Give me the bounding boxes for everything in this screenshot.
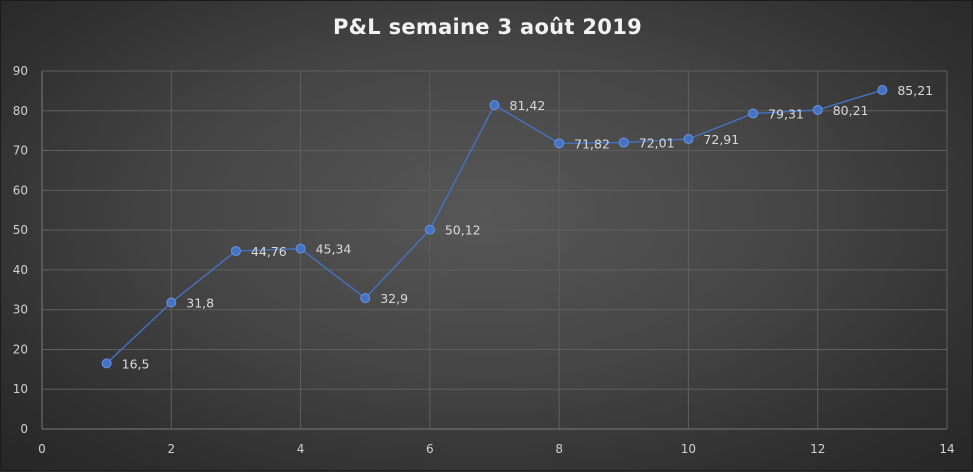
x-tick-label: 10 bbox=[681, 442, 696, 456]
series bbox=[101, 85, 888, 369]
x-tick-label: 6 bbox=[426, 442, 434, 456]
data-point bbox=[489, 100, 500, 111]
data-point bbox=[748, 108, 759, 119]
data-label: 72,91 bbox=[703, 132, 739, 147]
data-label: 45,34 bbox=[316, 242, 352, 257]
data-point bbox=[360, 293, 371, 304]
data-label: 44,76 bbox=[251, 244, 287, 259]
data-point bbox=[101, 358, 112, 369]
x-tick-label: 14 bbox=[939, 442, 954, 456]
data-label: 79,31 bbox=[768, 107, 804, 122]
x-tick-label: 2 bbox=[167, 442, 175, 456]
x-tick-label: 0 bbox=[38, 442, 46, 456]
y-tick-label: 30 bbox=[13, 303, 28, 317]
y-tick-label: 60 bbox=[13, 183, 28, 197]
x-tick-label: 8 bbox=[555, 442, 563, 456]
series-line bbox=[106, 89, 883, 364]
y-tick-label: 70 bbox=[13, 144, 28, 158]
data-point bbox=[166, 297, 177, 308]
data-point bbox=[683, 133, 694, 144]
y-tick-label: 90 bbox=[13, 64, 28, 78]
data-label: 71,82 bbox=[574, 136, 610, 151]
x-tick-label: 12 bbox=[810, 442, 825, 456]
data-labels: 16,5 31,8 44,76 45,34 32,9 50,12 81,42 71,82 72,… bbox=[122, 83, 934, 371]
data-label: 50,12 bbox=[445, 223, 481, 238]
tick-labels: 0 10 20 30 40 50 60 70 80 90 0 2 4 6 8 10 12 14 bbox=[13, 64, 955, 456]
data-point bbox=[554, 138, 565, 149]
data-point bbox=[877, 85, 888, 96]
grid bbox=[41, 70, 948, 430]
data-point bbox=[424, 224, 435, 235]
y-tick-label: 50 bbox=[13, 223, 28, 237]
data-point bbox=[230, 245, 241, 256]
y-tick-label: 40 bbox=[13, 263, 28, 277]
data-point bbox=[618, 137, 629, 148]
data-label: 16,5 bbox=[122, 356, 150, 371]
data-point bbox=[295, 243, 306, 254]
data-point bbox=[812, 104, 823, 115]
data-label: 80,21 bbox=[833, 103, 869, 118]
data-label: 32,9 bbox=[380, 291, 408, 306]
data-label: 31,8 bbox=[186, 296, 214, 311]
data-label: 72,01 bbox=[639, 136, 675, 151]
y-tick-label: 0 bbox=[20, 422, 28, 436]
y-tick-label: 20 bbox=[13, 342, 28, 356]
chart-title: P&L semaine 3 août 2019 bbox=[332, 15, 643, 39]
x-tick-label: 4 bbox=[297, 442, 305, 456]
y-tick-label: 10 bbox=[13, 382, 28, 396]
data-label: 85,21 bbox=[897, 83, 933, 98]
y-tick-label: 80 bbox=[13, 104, 28, 118]
data-label: 81,42 bbox=[510, 98, 546, 113]
